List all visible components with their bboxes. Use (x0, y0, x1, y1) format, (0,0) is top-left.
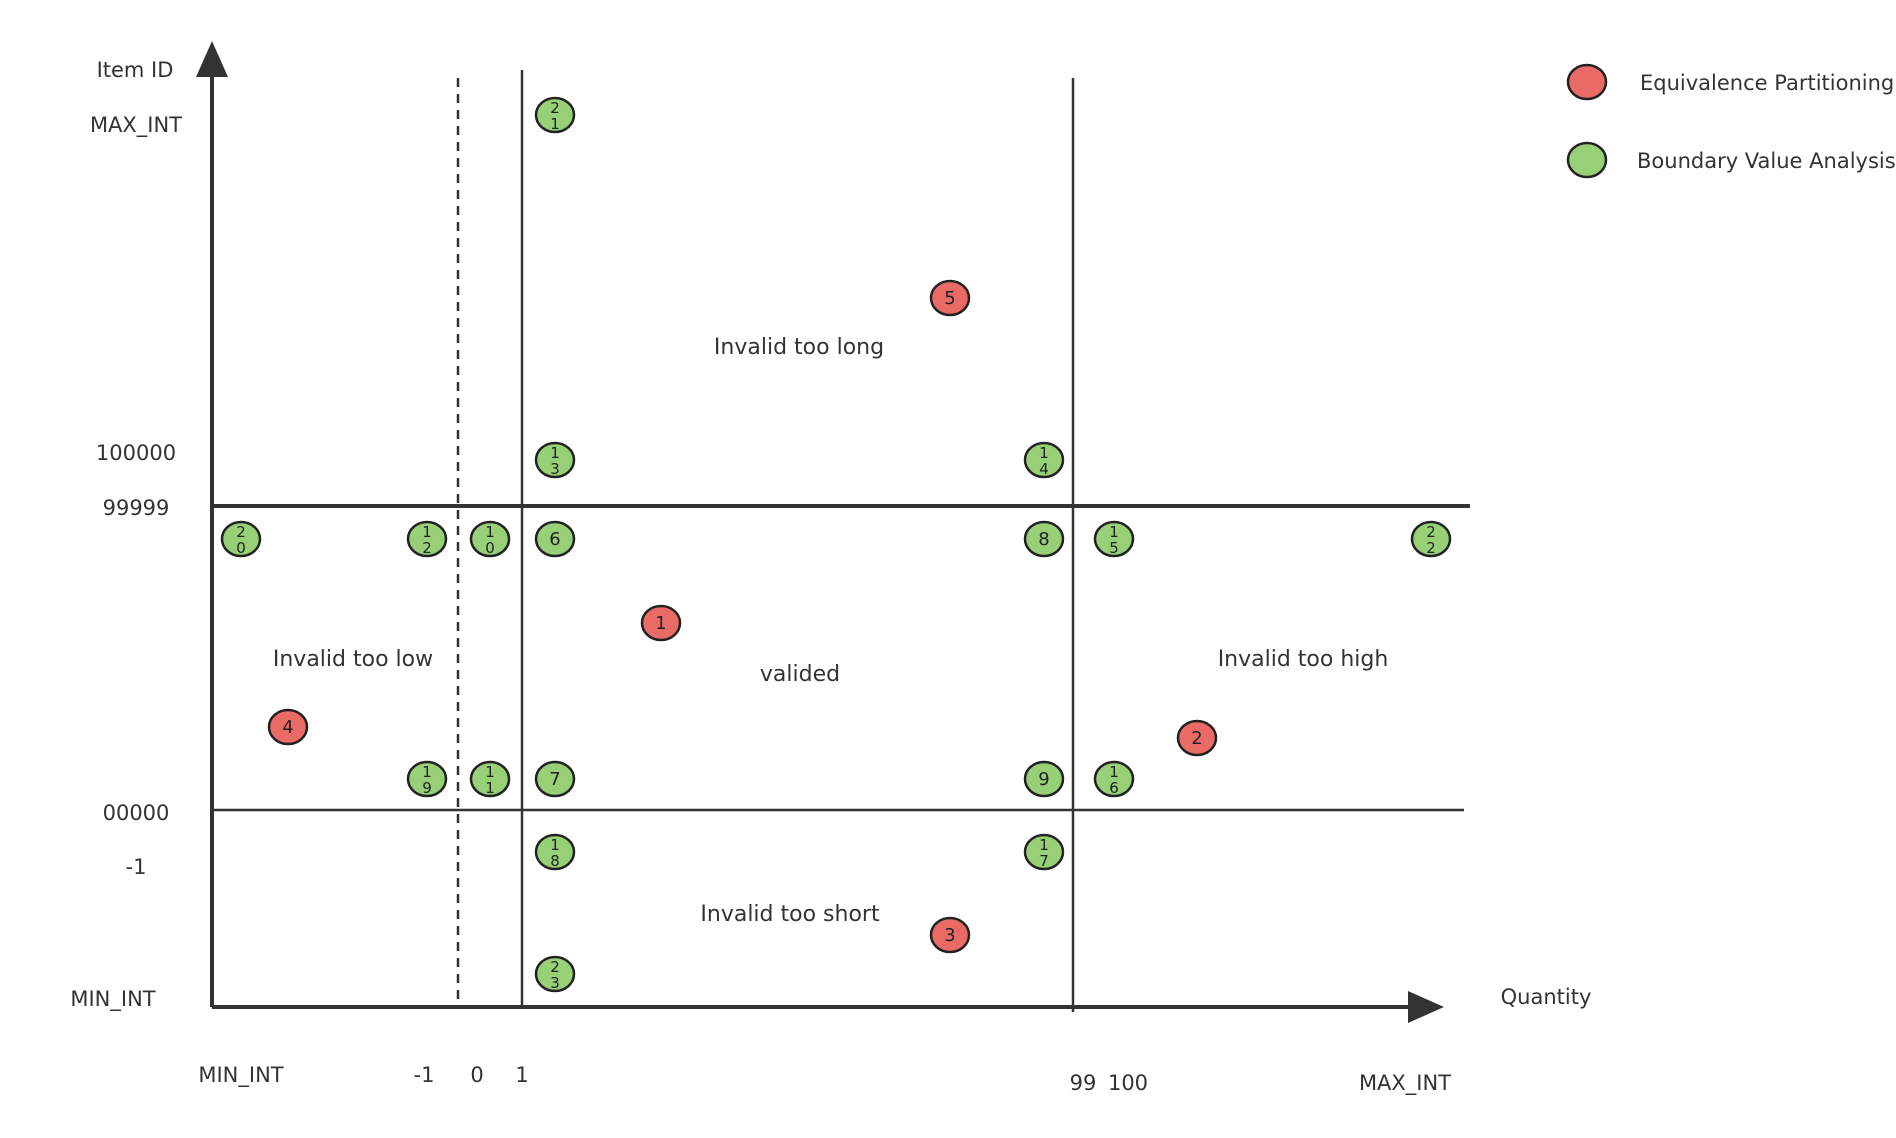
node-7-label: 7 (549, 769, 560, 790)
node-9-circle (1023, 760, 1065, 798)
node-8-label: 8 (1038, 529, 1049, 550)
y-tick-min-int: MIN_INT (70, 987, 155, 1012)
x-tick-minus-one: -1 (414, 1063, 435, 1087)
node-7-circle (534, 760, 576, 798)
legend-bva-swatch (1566, 141, 1608, 179)
node-5-circle (929, 279, 971, 317)
node-18-circle (534, 833, 576, 871)
node-2-label: 2 (1191, 728, 1202, 749)
node-1-label: 1 (655, 613, 666, 634)
node-6: 6 (534, 520, 576, 558)
x-tick-max-int: MAX_INT (1359, 1071, 1451, 1096)
x-tick-min-int: MIN_INT (198, 1063, 283, 1088)
node-5-label: 5 (944, 288, 955, 309)
x-tick-99: 99 (1070, 1071, 1097, 1095)
y-tick-max-int: MAX_INT (90, 113, 182, 138)
legend: Equivalence Partitioning Boundary Value … (1566, 63, 1896, 179)
node-4-circle (267, 708, 309, 746)
legend-ep-label: Equivalence Partitioning (1640, 71, 1894, 95)
node-9: 9 (1023, 760, 1065, 798)
y-tick-00000: 00000 (103, 801, 170, 825)
node-14-circle (1023, 441, 1065, 479)
node-15-circle (1093, 520, 1135, 558)
node-8: 8 (1023, 520, 1065, 558)
node-12-circle (406, 520, 448, 558)
node-21-circle (534, 96, 576, 134)
node-6-label: 6 (549, 529, 560, 550)
node-8-circle (1023, 520, 1065, 558)
x-tick-zero: 0 (470, 1063, 483, 1087)
node-23-circle (534, 955, 576, 993)
node-7: 7 (534, 760, 576, 798)
region-too-low: Invalid too low (273, 647, 433, 672)
node-19-circle (406, 760, 448, 798)
node-11-circle (469, 760, 511, 798)
node-3: 3 (929, 916, 971, 954)
y-tick-100000: 100000 (96, 441, 176, 465)
x-tick-100: 100 (1108, 1071, 1148, 1095)
y-tick-minus-one: -1 (126, 855, 147, 879)
legend-ep-swatch (1566, 63, 1608, 101)
node-2: 2 (1176, 719, 1218, 757)
node-1: 1 (640, 604, 682, 642)
y-axis-title: Item ID (97, 58, 174, 82)
node-10-circle (469, 520, 511, 558)
node-9-label: 9 (1038, 769, 1049, 790)
x-axis-title: Quantity (1501, 985, 1592, 1009)
node-1-circle (640, 604, 682, 642)
node-4: 4 (267, 708, 309, 746)
node-5: 5 (929, 279, 971, 317)
node-4-label: 4 (282, 717, 293, 738)
legend-bva-label: Boundary Value Analysis (1637, 149, 1896, 173)
region-too-high: Invalid too high (1218, 647, 1389, 672)
node-6-circle (534, 520, 576, 558)
node-16-circle (1093, 760, 1135, 798)
y-tick-99999: 99999 (103, 496, 170, 520)
node-20-circle (220, 520, 262, 558)
node-3-circle (929, 916, 971, 954)
node-17-circle (1023, 833, 1065, 871)
node-13-circle (534, 441, 576, 479)
region-too-long: Invalid too long (714, 335, 884, 360)
node-2-circle (1176, 719, 1218, 757)
node-22-circle (1410, 520, 1452, 558)
region-valid: valided (760, 662, 840, 687)
node-3-label: 3 (944, 925, 955, 946)
region-too-short: Invalid too short (700, 902, 880, 927)
x-tick-one: 1 (515, 1063, 528, 1087)
